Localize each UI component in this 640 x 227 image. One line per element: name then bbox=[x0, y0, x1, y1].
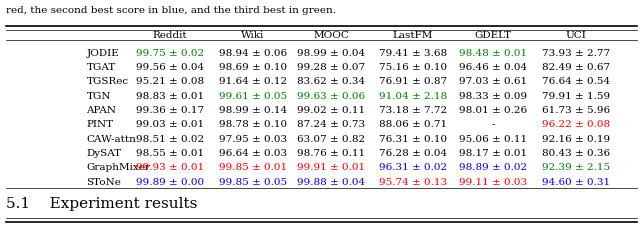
Text: 96.31 ± 0.02: 96.31 ± 0.02 bbox=[379, 163, 447, 172]
Text: 91.64 ± 0.12: 91.64 ± 0.12 bbox=[219, 77, 287, 86]
Text: 98.94 ± 0.06: 98.94 ± 0.06 bbox=[219, 49, 287, 58]
Text: 76.64 ± 0.54: 76.64 ± 0.54 bbox=[542, 77, 610, 86]
Text: 88.06 ± 0.71: 88.06 ± 0.71 bbox=[379, 120, 447, 129]
Text: 98.83 ± 0.01: 98.83 ± 0.01 bbox=[136, 92, 204, 101]
Text: 79.91 ± 1.59: 79.91 ± 1.59 bbox=[542, 92, 610, 101]
Text: TGN: TGN bbox=[86, 92, 111, 101]
Text: 82.49 ± 0.67: 82.49 ± 0.67 bbox=[542, 63, 610, 72]
Text: 98.51 ± 0.02: 98.51 ± 0.02 bbox=[136, 135, 204, 144]
Text: CAW-attn: CAW-attn bbox=[86, 135, 136, 144]
Text: 99.56 ± 0.04: 99.56 ± 0.04 bbox=[136, 63, 204, 72]
Text: LastFM: LastFM bbox=[392, 31, 433, 40]
Text: 96.46 ± 0.04: 96.46 ± 0.04 bbox=[459, 63, 527, 72]
Text: Wiki: Wiki bbox=[241, 31, 264, 40]
Text: 99.75 ± 0.02: 99.75 ± 0.02 bbox=[136, 49, 204, 58]
Text: 63.07 ± 0.82: 63.07 ± 0.82 bbox=[298, 135, 365, 144]
Text: 99.61 ± 0.05: 99.61 ± 0.05 bbox=[219, 92, 287, 101]
Text: GraphMixer: GraphMixer bbox=[86, 163, 150, 172]
Text: JODIE: JODIE bbox=[86, 49, 119, 58]
Text: 79.41 ± 3.68: 79.41 ± 3.68 bbox=[379, 49, 447, 58]
Text: TGSRec: TGSRec bbox=[86, 77, 129, 86]
Text: 95.06 ± 0.11: 95.06 ± 0.11 bbox=[459, 135, 527, 144]
Text: 95.74 ± 0.13: 95.74 ± 0.13 bbox=[379, 178, 447, 187]
Text: 98.89 ± 0.02: 98.89 ± 0.02 bbox=[459, 163, 527, 172]
Text: 5.1    Experiment results: 5.1 Experiment results bbox=[6, 197, 198, 211]
Text: 99.28 ± 0.07: 99.28 ± 0.07 bbox=[298, 63, 365, 72]
Text: 99.02 ± 0.11: 99.02 ± 0.11 bbox=[298, 106, 365, 115]
Text: 92.16 ± 0.19: 92.16 ± 0.19 bbox=[542, 135, 610, 144]
Text: 94.60 ± 0.31: 94.60 ± 0.31 bbox=[542, 178, 610, 187]
Text: 99.03 ± 0.01: 99.03 ± 0.01 bbox=[136, 120, 204, 129]
Text: TGAT: TGAT bbox=[86, 63, 116, 72]
Text: 99.85 ± 0.01: 99.85 ± 0.01 bbox=[219, 163, 287, 172]
Text: 98.33 ± 0.09: 98.33 ± 0.09 bbox=[459, 92, 527, 101]
Text: 76.91 ± 0.87: 76.91 ± 0.87 bbox=[379, 77, 447, 86]
Text: 98.48 ± 0.01: 98.48 ± 0.01 bbox=[459, 49, 527, 58]
Text: 97.03 ± 0.61: 97.03 ± 0.61 bbox=[459, 77, 527, 86]
Text: DySAT: DySAT bbox=[86, 149, 122, 158]
Text: 98.01 ± 0.26: 98.01 ± 0.26 bbox=[459, 106, 527, 115]
Text: 95.21 ± 0.08: 95.21 ± 0.08 bbox=[136, 77, 204, 86]
Text: 83.62 ± 0.34: 83.62 ± 0.34 bbox=[298, 77, 365, 86]
Text: 98.78 ± 0.10: 98.78 ± 0.10 bbox=[219, 120, 287, 129]
Text: 98.17 ± 0.01: 98.17 ± 0.01 bbox=[459, 149, 527, 158]
Text: 99.85 ± 0.05: 99.85 ± 0.05 bbox=[219, 178, 287, 187]
Text: UCI: UCI bbox=[566, 31, 586, 40]
Text: 99.11 ± 0.03: 99.11 ± 0.03 bbox=[459, 178, 527, 187]
Text: PINT: PINT bbox=[86, 120, 113, 129]
Text: 98.99 ± 0.14: 98.99 ± 0.14 bbox=[219, 106, 287, 115]
Text: 92.39 ± 2.15: 92.39 ± 2.15 bbox=[542, 163, 610, 172]
Text: 73.18 ± 7.72: 73.18 ± 7.72 bbox=[379, 106, 447, 115]
Text: 99.88 ± 0.04: 99.88 ± 0.04 bbox=[298, 178, 365, 187]
Text: 76.28 ± 0.04: 76.28 ± 0.04 bbox=[379, 149, 447, 158]
Text: 98.69 ± 0.10: 98.69 ± 0.10 bbox=[219, 63, 287, 72]
Text: GDELT: GDELT bbox=[474, 31, 511, 40]
Text: 96.64 ± 0.03: 96.64 ± 0.03 bbox=[219, 149, 287, 158]
Text: APAN: APAN bbox=[86, 106, 116, 115]
Text: 99.91 ± 0.01: 99.91 ± 0.01 bbox=[298, 163, 365, 172]
Text: 91.04 ± 2.18: 91.04 ± 2.18 bbox=[379, 92, 447, 101]
Text: 87.24 ± 0.73: 87.24 ± 0.73 bbox=[298, 120, 365, 129]
Text: 73.93 ± 2.77: 73.93 ± 2.77 bbox=[542, 49, 610, 58]
Text: 61.73 ± 5.96: 61.73 ± 5.96 bbox=[542, 106, 610, 115]
Text: Reddit: Reddit bbox=[152, 31, 187, 40]
Text: 99.63 ± 0.06: 99.63 ± 0.06 bbox=[298, 92, 365, 101]
Text: 98.99 ± 0.04: 98.99 ± 0.04 bbox=[298, 49, 365, 58]
Text: SToNe: SToNe bbox=[86, 178, 121, 187]
Text: 96.22 ± 0.08: 96.22 ± 0.08 bbox=[542, 120, 610, 129]
Text: red, the second best score in blue, and the third best in green.: red, the second best score in blue, and … bbox=[6, 6, 337, 15]
Text: 98.76 ± 0.11: 98.76 ± 0.11 bbox=[298, 149, 365, 158]
Text: -: - bbox=[491, 120, 495, 129]
Text: 97.95 ± 0.03: 97.95 ± 0.03 bbox=[219, 135, 287, 144]
Text: 75.16 ± 0.10: 75.16 ± 0.10 bbox=[379, 63, 447, 72]
Text: 76.31 ± 0.10: 76.31 ± 0.10 bbox=[379, 135, 447, 144]
Text: 99.89 ± 0.00: 99.89 ± 0.00 bbox=[136, 178, 204, 187]
Text: 98.55 ± 0.01: 98.55 ± 0.01 bbox=[136, 149, 204, 158]
Text: 99.36 ± 0.17: 99.36 ± 0.17 bbox=[136, 106, 204, 115]
Text: 80.43 ± 0.36: 80.43 ± 0.36 bbox=[542, 149, 610, 158]
Text: MOOC: MOOC bbox=[314, 31, 349, 40]
Text: 99.93 ± 0.01: 99.93 ± 0.01 bbox=[136, 163, 204, 172]
